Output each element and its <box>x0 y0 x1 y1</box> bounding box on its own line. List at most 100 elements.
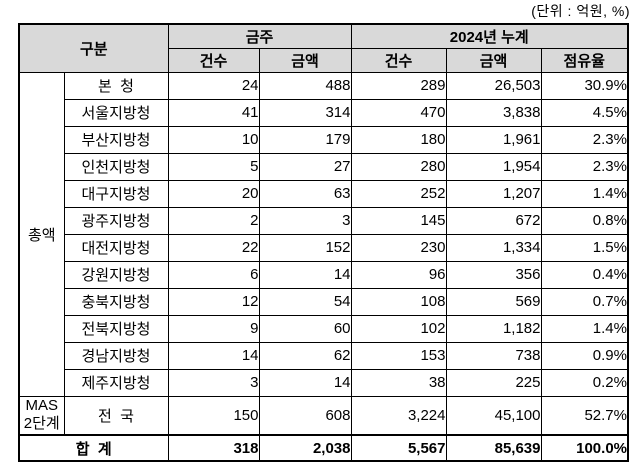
week-amount: 3 <box>258 206 352 235</box>
header-this-week: 금주 <box>167 23 352 49</box>
week-amount: 14 <box>258 260 352 289</box>
week-count: 10 <box>167 125 260 154</box>
header-week-amount: 금액 <box>258 47 352 73</box>
region-name: 제주지방청 <box>63 368 169 397</box>
nationwide-label: 전 국 <box>63 395 169 436</box>
week-amount: 14 <box>258 368 352 397</box>
share: 2.3% <box>540 152 629 181</box>
region-name: 강원지방청 <box>63 260 169 289</box>
total-week-amount: 2,038 <box>258 434 352 462</box>
mas-label-line1: MAS <box>25 396 58 414</box>
table-row: 총액 본 청 24 488 289 26,503 30.9% <box>18 71 629 397</box>
cum-count: 252 <box>350 179 447 208</box>
header-category: 구분 <box>18 23 169 73</box>
table-row: 강원지방청 6 14 96 356 0.4% <box>19 260 629 289</box>
region-name: 대전지방청 <box>63 233 169 262</box>
header-cum-amount: 금액 <box>445 47 542 73</box>
summary-table: 구분 금주 2024년 누계 건수 금액 건수 금액 점유율 총액 본 청 24… <box>18 23 629 462</box>
cum-count: 108 <box>350 287 447 316</box>
region-name: 충북지방청 <box>63 287 169 316</box>
cum-count: 96 <box>350 260 447 289</box>
cum-count: 180 <box>350 125 447 154</box>
total-row: 합 계 318 2,038 5,567 85,639 100.0% <box>18 434 629 462</box>
cum-amount: 738 <box>445 341 542 370</box>
cum-amount: 1,954 <box>445 152 542 181</box>
table-row: 대전지방청 22 152 230 1,334 1.5% <box>19 233 629 262</box>
cum-amount: 1,961 <box>445 125 542 154</box>
cum-amount: 225 <box>445 368 542 397</box>
week-amount: 27 <box>258 152 352 181</box>
cum-amount: 45,100 <box>445 395 542 436</box>
week-count: 9 <box>167 314 260 343</box>
share: 30.9% <box>540 71 629 100</box>
week-amount: 314 <box>258 98 352 127</box>
cum-count: 102 <box>350 314 447 343</box>
week-count: 3 <box>167 368 260 397</box>
unit-label: (단위 : 억원, %) <box>531 3 630 19</box>
mas-group-label: MAS 2단계 <box>18 395 65 436</box>
cum-amount: 1,334 <box>445 233 542 262</box>
cum-count: 153 <box>350 341 447 370</box>
region-name: 경남지방청 <box>63 341 169 370</box>
share: 0.8% <box>540 206 629 235</box>
week-amount: 488 <box>258 71 352 100</box>
cum-amount: 26,503 <box>445 71 542 100</box>
week-count: 12 <box>167 287 260 316</box>
group-label: 총액 <box>18 71 65 397</box>
week-count: 150 <box>167 395 260 436</box>
table-row: 대구지방청 20 63 252 1,207 1.4% <box>19 179 629 208</box>
cum-count: 38 <box>350 368 447 397</box>
total-label: 합 계 <box>18 434 169 462</box>
cum-amount: 1,182 <box>445 314 542 343</box>
table-row: 서울지방청 41 314 470 3,838 4.5% <box>19 98 629 127</box>
region-name: 광주지방청 <box>63 206 169 235</box>
table-row: 부산지방청 10 179 180 1,961 2.3% <box>19 125 629 154</box>
cum-count: 280 <box>350 152 447 181</box>
share: 4.5% <box>540 98 629 127</box>
region-name: 대구지방청 <box>63 179 169 208</box>
region-name: 전북지방청 <box>63 314 169 343</box>
cum-count: 289 <box>350 71 447 100</box>
mas-label-line2: 2단계 <box>23 415 60 433</box>
table-row: 광주지방청 2 3 145 672 0.8% <box>19 206 629 235</box>
header-row-2: 건수 금액 건수 금액 점유율 <box>19 47 629 73</box>
week-amount: 60 <box>258 314 352 343</box>
share: 2.3% <box>540 125 629 154</box>
week-count: 24 <box>167 71 260 100</box>
week-amount: 179 <box>258 125 352 154</box>
region-name: 서울지방청 <box>63 98 169 127</box>
week-amount: 54 <box>258 287 352 316</box>
header-week-count: 건수 <box>167 47 260 73</box>
header-2024-cumulative: 2024년 누계 <box>350 23 629 49</box>
header-cum-count: 건수 <box>350 47 447 73</box>
week-amount: 62 <box>258 341 352 370</box>
cum-count: 3,224 <box>350 395 447 436</box>
share: 0.4% <box>540 260 629 289</box>
week-amount: 63 <box>258 179 352 208</box>
share: 0.2% <box>540 368 629 397</box>
total-cum-amount: 85,639 <box>445 434 542 462</box>
header-row-1: 구분 금주 2024년 누계 <box>18 23 629 73</box>
table-row: 인천지방청 5 27 280 1,954 2.3% <box>19 152 629 181</box>
cum-amount: 672 <box>445 206 542 235</box>
week-count: 14 <box>167 341 260 370</box>
week-amount: 152 <box>258 233 352 262</box>
total-share: 100.0% <box>540 434 629 462</box>
week-amount: 608 <box>258 395 352 436</box>
share: 0.7% <box>540 287 629 316</box>
week-count: 41 <box>167 98 260 127</box>
share: 0.9% <box>540 341 629 370</box>
week-count: 5 <box>167 152 260 181</box>
cum-amount: 3,838 <box>445 98 542 127</box>
share: 1.4% <box>540 179 629 208</box>
mas-nationwide-row: MAS 2단계 전 국 150 608 3,224 45,100 52.7% <box>18 395 629 436</box>
cum-count: 230 <box>350 233 447 262</box>
week-count: 2 <box>167 206 260 235</box>
cum-count: 470 <box>350 98 447 127</box>
share: 1.5% <box>540 233 629 262</box>
table-row: 제주지방청 3 14 38 225 0.2% <box>19 368 629 397</box>
region-name: 인천지방청 <box>63 152 169 181</box>
table-row: 전북지방청 9 60 102 1,182 1.4% <box>19 314 629 343</box>
cum-count: 145 <box>350 206 447 235</box>
table-row: 경남지방청 14 62 153 738 0.9% <box>19 341 629 370</box>
